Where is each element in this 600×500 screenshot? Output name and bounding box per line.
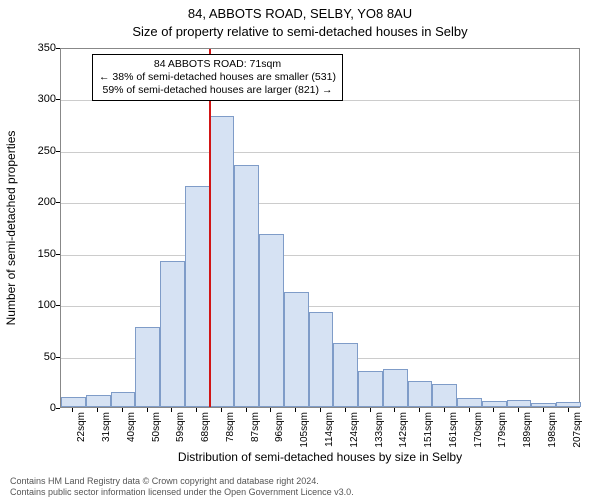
y-tick-mark	[56, 151, 60, 152]
x-tick-mark	[147, 408, 148, 412]
x-tick-label: 179sqm	[497, 412, 508, 448]
x-tick-mark	[345, 408, 346, 412]
histogram-bar	[210, 116, 235, 407]
histogram-bar	[358, 371, 383, 407]
x-tick-label: 40sqm	[126, 412, 137, 442]
x-tick-label: 124sqm	[349, 412, 360, 448]
x-tick-label: 31sqm	[101, 412, 112, 442]
x-tick-label: 207sqm	[572, 412, 583, 448]
x-tick-label: 114sqm	[324, 412, 335, 447]
y-axis-label: Number of semi-detached properties	[4, 131, 18, 326]
x-tick-mark	[370, 408, 371, 412]
y-tick-mark	[56, 48, 60, 49]
x-tick-label: 161sqm	[448, 412, 459, 448]
gridline	[61, 203, 579, 204]
histogram-bar	[457, 398, 482, 407]
x-tick-label: 50sqm	[151, 412, 162, 442]
title-line-1: 84, ABBOTS ROAD, SELBY, YO8 8AU	[0, 6, 600, 21]
histogram-bar	[86, 395, 111, 407]
x-tick-mark	[320, 408, 321, 412]
x-tick-label: 87sqm	[250, 412, 261, 442]
gridline	[61, 255, 579, 256]
histogram-bar	[408, 381, 433, 407]
x-tick-mark	[270, 408, 271, 412]
histogram-bar	[383, 369, 408, 407]
x-tick-label: 170sqm	[473, 412, 484, 448]
histogram-bar	[482, 401, 507, 407]
callout-line-1: 84 ABBOTS ROAD: 71sqm	[99, 58, 336, 71]
histogram-bar	[135, 327, 160, 407]
x-tick-label: 22sqm	[76, 412, 87, 442]
histogram-bar	[432, 384, 457, 407]
plot-area	[60, 48, 580, 408]
x-tick-mark	[295, 408, 296, 412]
y-tick-mark	[56, 254, 60, 255]
histogram-bar	[160, 261, 185, 407]
x-tick-label: 59sqm	[175, 412, 186, 442]
histogram-bar	[111, 392, 136, 407]
y-tick-mark	[56, 357, 60, 358]
x-axis-label: Distribution of semi-detached houses by …	[60, 450, 580, 464]
title-line-2: Size of property relative to semi-detach…	[0, 24, 600, 39]
callout-box: 84 ABBOTS ROAD: 71sqm ← 38% of semi-deta…	[92, 54, 343, 101]
y-tick-label: 150	[16, 248, 56, 260]
x-tick-label: 151sqm	[423, 412, 434, 448]
x-tick-mark	[122, 408, 123, 412]
y-tick-label: 50	[16, 351, 56, 363]
y-tick-mark	[56, 305, 60, 306]
x-tick-mark	[469, 408, 470, 412]
x-tick-mark	[246, 408, 247, 412]
x-tick-mark	[493, 408, 494, 412]
footer-line-1: Contains HM Land Registry data © Crown c…	[10, 476, 354, 487]
gridline	[61, 306, 579, 307]
histogram-bar	[309, 312, 334, 407]
x-tick-mark	[97, 408, 98, 412]
x-tick-mark	[444, 408, 445, 412]
x-tick-mark	[419, 408, 420, 412]
histogram-bar	[259, 234, 284, 407]
histogram-bar	[234, 165, 259, 407]
y-tick-label: 250	[16, 145, 56, 157]
x-tick-mark	[196, 408, 197, 412]
x-tick-mark	[394, 408, 395, 412]
y-tick-mark	[56, 408, 60, 409]
gridline	[61, 152, 579, 153]
footer-attribution: Contains HM Land Registry data © Crown c…	[10, 476, 354, 498]
y-tick-label: 300	[16, 93, 56, 105]
callout-line-2: ← 38% of semi-detached houses are smalle…	[99, 71, 336, 84]
x-tick-mark	[221, 408, 222, 412]
histogram-bar	[61, 397, 86, 407]
x-tick-mark	[171, 408, 172, 412]
histogram-bar	[507, 400, 532, 407]
y-tick-label: 100	[16, 299, 56, 311]
x-tick-label: 133sqm	[374, 412, 385, 448]
marker-line	[209, 49, 211, 407]
callout-line-3: 59% of semi-detached houses are larger (…	[99, 84, 336, 97]
x-tick-label: 142sqm	[398, 412, 409, 448]
x-tick-label: 198sqm	[547, 412, 558, 448]
x-tick-mark	[568, 408, 569, 412]
x-tick-label: 68sqm	[200, 412, 211, 442]
y-tick-label: 350	[16, 42, 56, 54]
x-tick-mark	[518, 408, 519, 412]
footer-line-2: Contains public sector information licen…	[10, 487, 354, 498]
y-tick-mark	[56, 202, 60, 203]
y-tick-label: 200	[16, 196, 56, 208]
x-tick-mark	[543, 408, 544, 412]
y-tick-mark	[56, 99, 60, 100]
histogram-bar	[333, 343, 358, 407]
histogram-bar	[531, 403, 556, 407]
histogram-bar	[284, 292, 309, 407]
x-tick-label: 96sqm	[274, 412, 285, 442]
x-tick-label: 105sqm	[299, 412, 310, 448]
chart-container: 84, ABBOTS ROAD, SELBY, YO8 8AU Size of …	[0, 0, 600, 500]
x-tick-mark	[72, 408, 73, 412]
x-tick-label: 78sqm	[225, 412, 236, 442]
histogram-bar	[556, 402, 581, 407]
histogram-bar	[185, 186, 210, 407]
x-tick-label: 189sqm	[522, 412, 533, 448]
y-tick-label: 0	[16, 402, 56, 414]
